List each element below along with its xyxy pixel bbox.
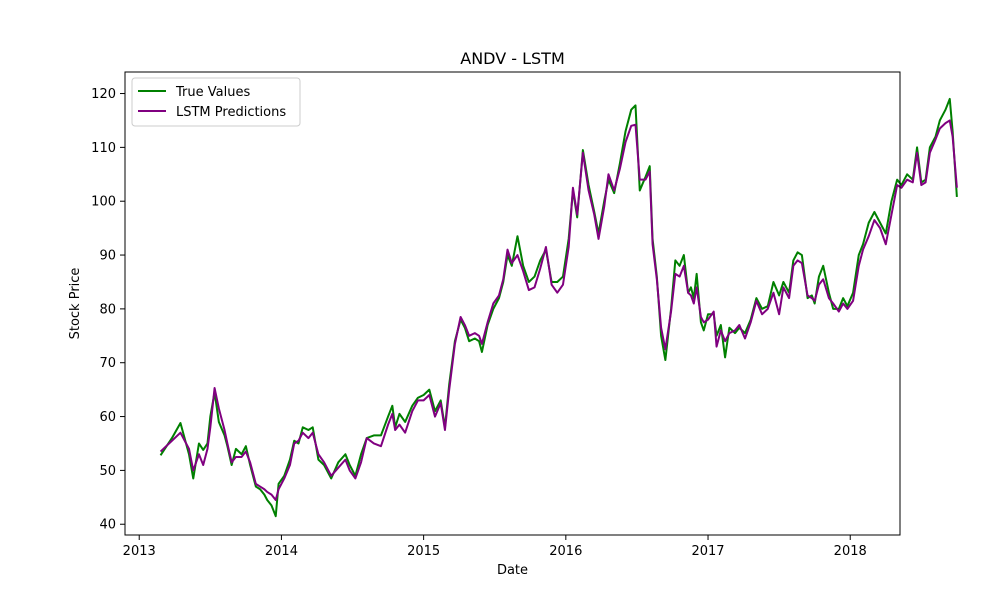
y-tick-label: 120 (91, 87, 116, 102)
y-tick-label: 90 (99, 249, 116, 264)
legend-label-lstm-predictions: LSTM Predictions (176, 105, 286, 120)
legend-box (131, 77, 301, 127)
y-tick-label: 50 (99, 464, 116, 479)
x-axis-title: Date (497, 563, 528, 578)
y-tick-label: 80 (99, 302, 116, 317)
y-tick-label: 110 (91, 141, 116, 156)
y-axis-title: Stock Price (68, 268, 83, 340)
series-line-lstm-predictions (159, 119, 958, 502)
legend-label-true-values: True Values (175, 85, 250, 100)
y-tick-label: 100 (91, 195, 116, 210)
axes-frame (124, 71, 901, 536)
y-tick-label: 40 (99, 518, 116, 533)
y-tick-label: 60 (99, 410, 116, 425)
y-tick-label: 70 (99, 356, 116, 371)
x-tick-label: 2013 (123, 544, 156, 559)
y-axis: 40 50 60 70 80 90 100 110 120 (91, 87, 125, 533)
series-layer (159, 97, 958, 518)
x-tick-label: 2015 (407, 544, 440, 559)
x-tick-label: 2017 (691, 544, 724, 559)
x-tick-label: 2016 (549, 544, 582, 559)
legend: True Values LSTM Predictions (131, 77, 301, 127)
x-tick-label: 2014 (265, 544, 298, 559)
x-tick-label: 2018 (834, 544, 867, 559)
chart-title: ANDV - LSTM (460, 49, 565, 68)
x-axis: 2013 2014 2015 2016 2017 2018 (123, 535, 867, 559)
